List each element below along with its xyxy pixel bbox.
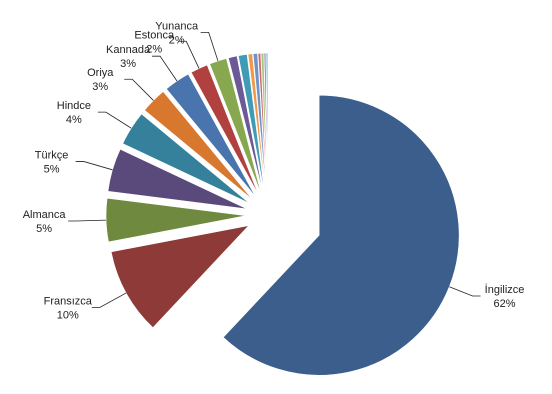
slice-label: Türkçe: [35, 149, 69, 161]
pie-slice: [228, 55, 264, 194]
pie-slice: [237, 54, 265, 194]
leader-line: [200, 31, 219, 62]
slice-value-label: 5%: [44, 163, 60, 175]
slice-label: Almanca: [23, 209, 67, 221]
leader-line: [152, 55, 178, 82]
slice-value-label: 3%: [92, 81, 108, 93]
pie-slice: [110, 225, 250, 329]
slice-label: Kannada: [106, 44, 151, 56]
pie-slice: [260, 52, 268, 194]
leader-line: [75, 161, 113, 171]
slice-label: Hindce: [57, 100, 91, 112]
leader-line: [178, 40, 200, 69]
slice-value-label: 4%: [66, 114, 82, 126]
slice-label: Oriya: [87, 67, 114, 79]
pie-slice: [165, 73, 256, 197]
leader-line: [68, 219, 107, 222]
leader-line: [91, 292, 127, 308]
slice-label: Yunanca: [155, 20, 199, 32]
slice-label: İngilizce: [485, 283, 525, 296]
pie-slice: [247, 53, 266, 194]
slice-value-label: 3%: [120, 58, 136, 70]
pie-slice: [252, 53, 267, 194]
pie-slice: [265, 52, 269, 194]
leader-line: [97, 111, 132, 129]
slice-value-label: 2%: [146, 43, 162, 55]
slice-value-label: 10%: [57, 309, 79, 321]
slice-value-label: 5%: [36, 223, 52, 235]
slice-value-label: 62%: [494, 298, 516, 310]
pie-slice: [257, 52, 268, 194]
leader-line: [124, 78, 154, 101]
slice-label: Fransızca: [44, 295, 93, 307]
pie-slice: [105, 197, 247, 243]
leader-line: [449, 286, 481, 297]
slice-label: Estonca: [134, 29, 175, 41]
pie-slice: [107, 148, 248, 210]
slice-value-label: 2%: [169, 34, 185, 46]
